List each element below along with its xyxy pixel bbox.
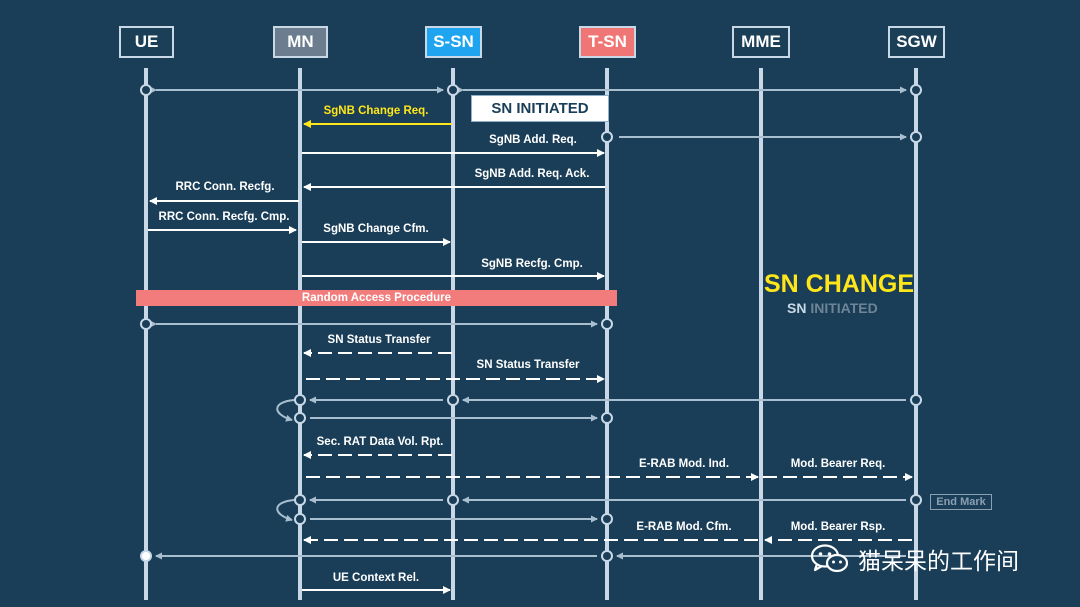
node-tsn: T-SN [579,26,636,58]
label-mod-bearer-rsp: Mod. Bearer Rsp. [790,521,886,533]
subtitle-initiated: INITIATED [806,300,878,316]
label-sec-rat: Sec. RAT Data Vol. Rpt. [316,436,444,448]
label-sgnb-recfg-cmp: SgNB Recfg. Cmp. [481,258,583,270]
sn-initiated-subtitle: SN INITIATED [787,300,878,316]
label-erab-mod-ind: E-RAB Mod. Ind. [638,458,730,470]
lifelines [144,68,918,600]
random-access-procedure-bar: Random Access Procedure [136,290,617,306]
endpoint-markers [140,84,922,562]
loop-mn-1 [276,399,295,422]
node-sgw: SGW [888,26,945,58]
label-rrc-conn-recfg-cmp: RRC Conn. Recfg. Cmp. [158,211,290,223]
node-ssn: S-SN [425,26,482,58]
label-erab-mod-cfm: E-RAB Mod. Cfm. [636,521,732,533]
end-mark-label: End Mark [930,494,992,510]
label-rrc-conn-recfg: RRC Conn. Recfg. [175,181,275,193]
label-sgnb-add-req-ack: SgNB Add. Req. Ack. [474,168,590,180]
label-mod-bearer-req: Mod. Bearer Req. [790,458,886,470]
wechat-icon [810,544,849,573]
node-mme: MME [732,26,790,58]
subtitle-sn: SN [787,300,807,316]
label-sgnb-change-req: SgNB Change Req. [323,105,429,117]
sn-change-title: SN CHANGE [764,270,915,298]
node-mn: MN [273,26,328,58]
loop-mn-2 [276,499,295,522]
label-sgnb-add-req: SgNB Add. Req. [489,134,577,146]
signalling-arrows [148,120,913,594]
label-ue-context-rel: UE Context Rel. [332,572,420,584]
watermark-text: 猫呆呆的工作间 [858,549,1019,575]
node-ue: UE [119,26,174,58]
label-sn-status-transfer-2: SN Status Transfer [476,359,580,371]
user-plane-paths [150,86,907,560]
sn-initiated-badge: SN INITIATED [472,96,608,121]
watermark: 猫呆呆的工作间 [810,543,1019,575]
label-sgnb-change-cfm: SgNB Change Cfm. [323,223,429,235]
label-sn-status-transfer-1: SN Status Transfer [327,334,431,346]
